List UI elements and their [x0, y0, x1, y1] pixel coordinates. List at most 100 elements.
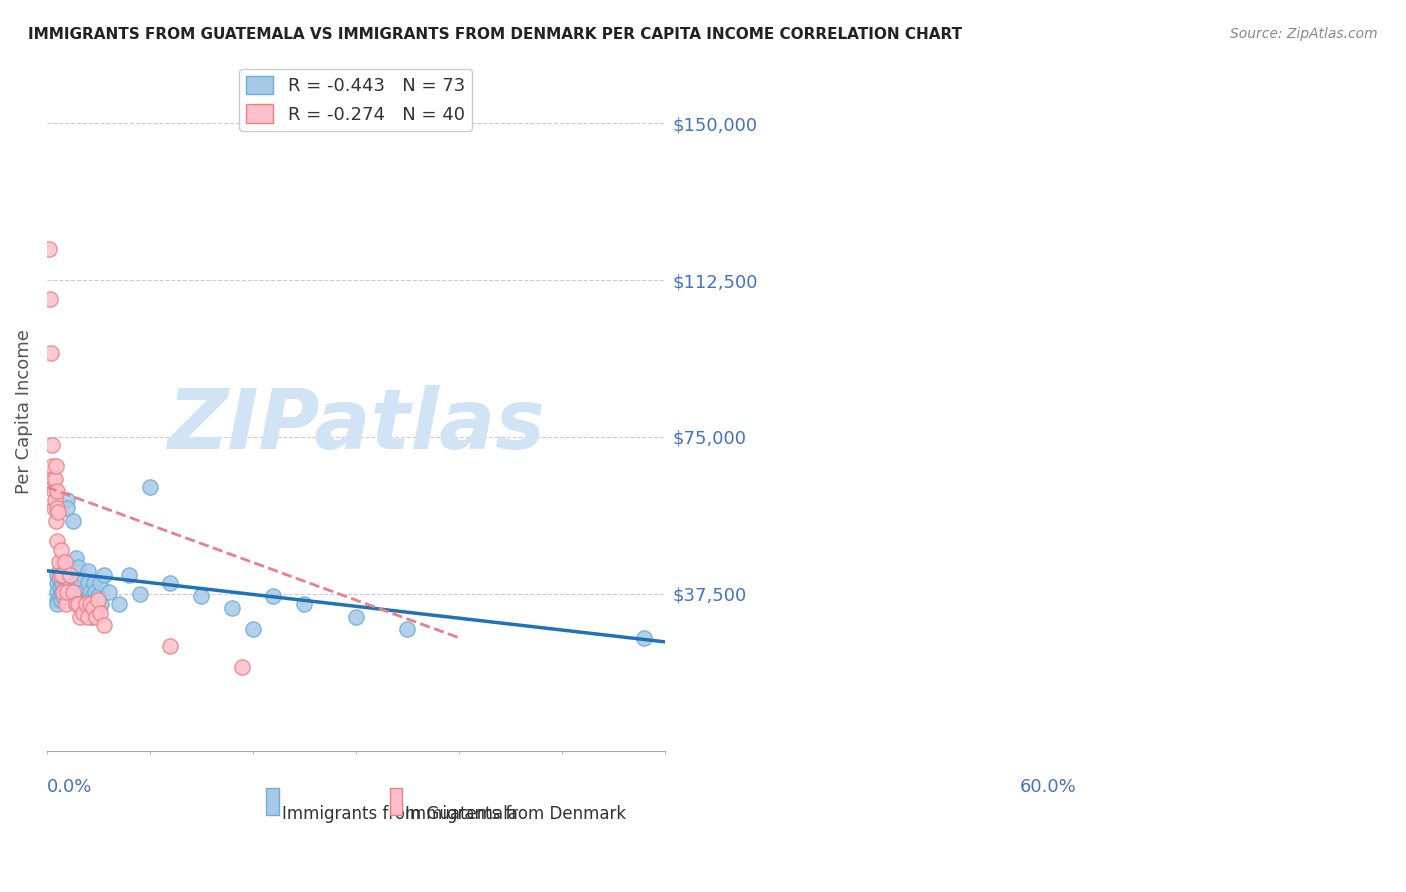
- Point: [58, 568, 80, 582]
- Text: ZIPatlas: ZIPatlas: [167, 385, 544, 466]
- FancyBboxPatch shape: [389, 788, 402, 815]
- Text: IMMIGRANTS FROM GUATEMALA VS IMMIGRANTS FROM DENMARK PER CAPITA INCOME CORRELATI: IMMIGRANTS FROM GUATEMALA VS IMMIGRANTS …: [28, 27, 962, 42]
- Point: [46, 484, 69, 499]
- Legend: R = -0.443   N = 73, R = -0.274   N = 40: R = -0.443 N = 73, R = -0.274 N = 40: [239, 69, 472, 131]
- Point: [42, 472, 65, 486]
- Point: [51, 576, 73, 591]
- Point: [231, 660, 253, 674]
- Point: [77, 576, 100, 591]
- Point: [84, 593, 107, 607]
- Point: [87, 601, 110, 615]
- Point: [118, 568, 141, 582]
- Point: [45, 514, 67, 528]
- Point: [82, 589, 104, 603]
- Point: [108, 597, 131, 611]
- Point: [93, 618, 115, 632]
- Point: [75, 593, 97, 607]
- Point: [55, 555, 77, 569]
- Point: [52, 555, 75, 569]
- Point: [41, 438, 63, 452]
- Point: [62, 584, 84, 599]
- Point: [128, 587, 150, 601]
- Point: [159, 639, 181, 653]
- Point: [46, 501, 69, 516]
- Point: [65, 551, 87, 566]
- Point: [42, 484, 65, 499]
- Point: [72, 606, 94, 620]
- Point: [633, 631, 655, 645]
- Point: [58, 576, 80, 591]
- Point: [69, 609, 91, 624]
- Point: [41, 459, 63, 474]
- Point: [56, 584, 79, 599]
- Point: [139, 480, 162, 494]
- Point: [52, 584, 75, 599]
- Point: [46, 597, 69, 611]
- Point: [79, 584, 101, 599]
- FancyBboxPatch shape: [266, 788, 278, 815]
- Point: [79, 597, 101, 611]
- Point: [83, 576, 105, 591]
- Point: [49, 589, 72, 603]
- Y-axis label: Per Capita Income: Per Capita Income: [15, 329, 32, 494]
- Point: [89, 606, 111, 620]
- Point: [46, 576, 69, 591]
- Point: [46, 568, 69, 582]
- Point: [52, 589, 75, 603]
- Point: [49, 568, 72, 582]
- Point: [66, 581, 89, 595]
- Point: [51, 568, 73, 582]
- Point: [65, 597, 87, 611]
- Point: [46, 593, 69, 607]
- Text: 60.0%: 60.0%: [1019, 778, 1077, 796]
- Point: [69, 572, 91, 586]
- Point: [44, 492, 66, 507]
- Point: [49, 581, 72, 595]
- Point: [84, 584, 107, 599]
- Point: [62, 514, 84, 528]
- Point: [72, 584, 94, 599]
- Point: [38, 242, 60, 256]
- Point: [87, 593, 110, 607]
- Point: [159, 576, 181, 591]
- Point: [56, 501, 79, 516]
- Text: Immigrants from Guatemala: Immigrants from Guatemala: [281, 805, 517, 822]
- Point: [55, 572, 77, 586]
- Point: [97, 584, 120, 599]
- Point: [77, 609, 100, 624]
- Point: [46, 534, 69, 549]
- Point: [51, 542, 73, 557]
- Point: [45, 459, 67, 474]
- Point: [77, 564, 100, 578]
- Point: [46, 584, 69, 599]
- Point: [39, 346, 62, 360]
- Point: [93, 568, 115, 582]
- Point: [56, 492, 79, 507]
- Point: [66, 597, 89, 611]
- Text: 0.0%: 0.0%: [46, 778, 93, 796]
- Point: [82, 601, 104, 615]
- Point: [48, 564, 70, 578]
- Point: [80, 597, 103, 611]
- Point: [44, 472, 66, 486]
- Point: [242, 622, 264, 636]
- Text: Immigrants from Denmark: Immigrants from Denmark: [405, 805, 626, 822]
- Point: [55, 564, 77, 578]
- Point: [70, 589, 93, 603]
- Point: [84, 609, 107, 624]
- Point: [55, 597, 77, 611]
- Point: [89, 576, 111, 591]
- Point: [221, 601, 243, 615]
- Point: [190, 589, 212, 603]
- Point: [39, 292, 62, 306]
- Point: [42, 501, 65, 516]
- Point: [82, 609, 104, 624]
- Point: [48, 555, 70, 569]
- Point: [46, 505, 69, 519]
- Point: [65, 576, 87, 591]
- Point: [262, 589, 284, 603]
- Point: [66, 559, 89, 574]
- Point: [73, 597, 96, 611]
- Point: [87, 589, 110, 603]
- Point: [396, 622, 419, 636]
